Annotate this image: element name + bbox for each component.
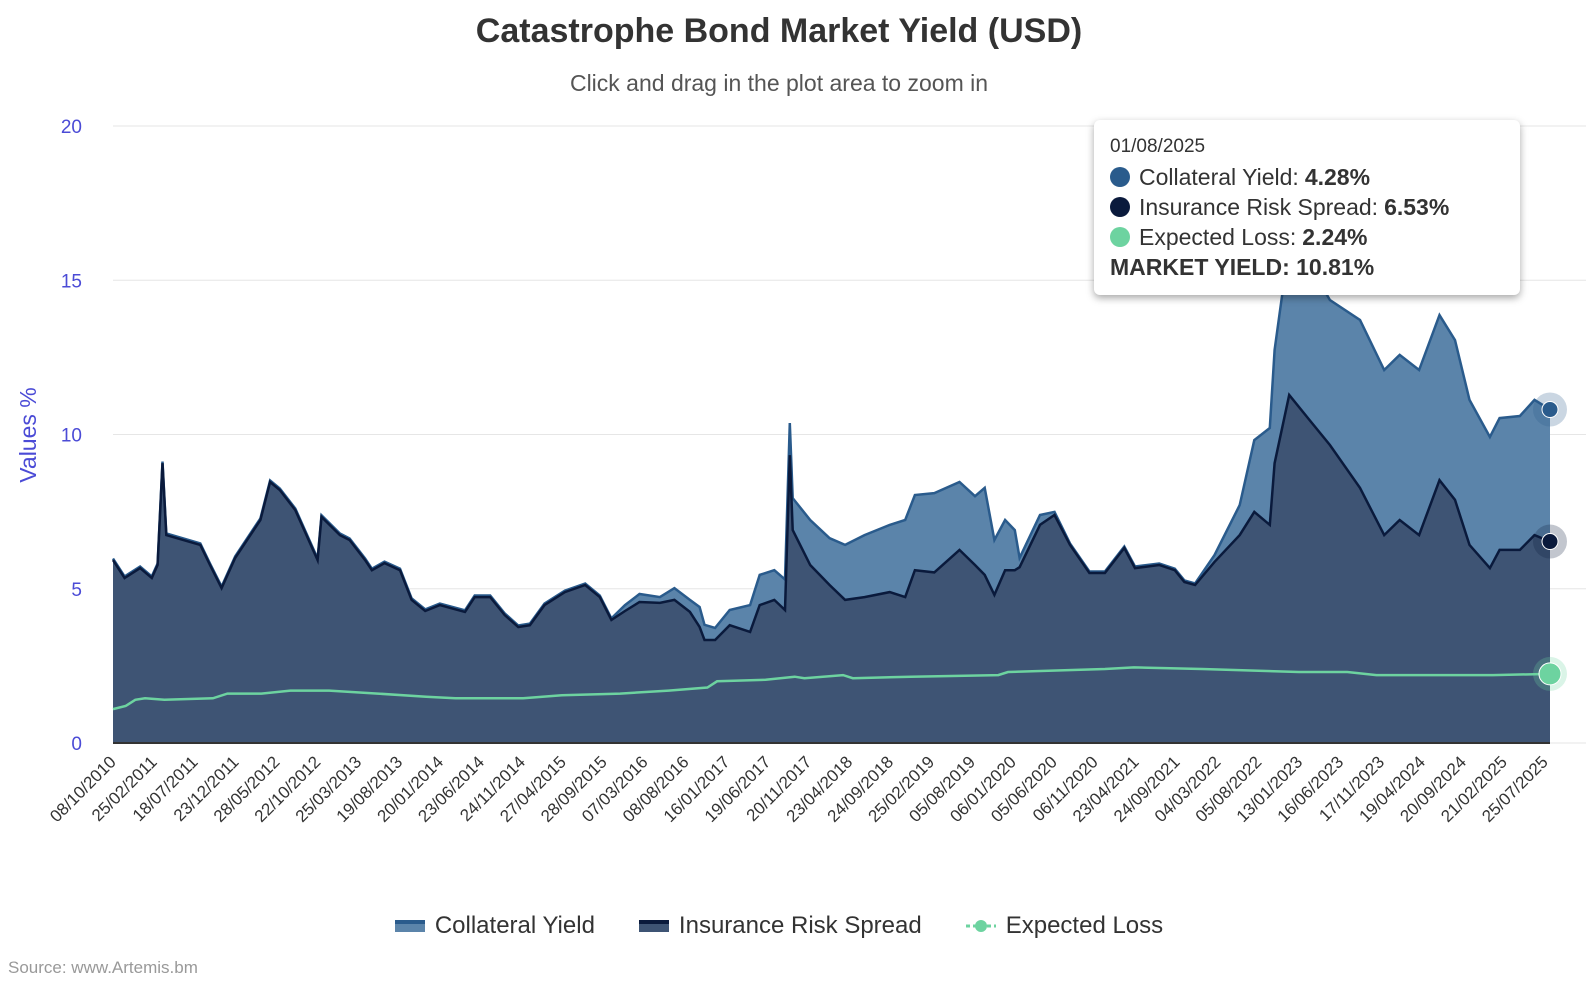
collateral-yield-area <box>113 243 1550 641</box>
tooltip-row-spread: Insurance Risk Spread: 6.53% <box>1110 192 1504 222</box>
y-tick-label: 0 <box>71 734 82 755</box>
legend-item-collateral-yield[interactable]: Collateral Yield <box>394 912 595 940</box>
expected-loss-line-icon <box>965 920 996 932</box>
y-tick-label: 5 <box>71 580 82 601</box>
collateral-swatch-icon <box>394 920 425 932</box>
tooltip-label: Insurance Risk Spread: <box>1139 194 1379 220</box>
tooltip-label: Expected Loss: <box>1139 224 1297 250</box>
tooltip: 01/08/2025 Collateral Yield: 4.28% Insura… <box>1094 120 1520 295</box>
legend-label: Expected Loss <box>1005 912 1164 939</box>
spread-swatch-icon <box>638 920 669 932</box>
y-tick-label: 15 <box>61 271 82 292</box>
y-tick-label: 20 <box>61 117 82 138</box>
tooltip-row-collateral: Collateral Yield: 4.28% <box>1110 162 1504 192</box>
expected-loss-line <box>112 666 1551 711</box>
expected-loss-marker <box>1538 662 1562 686</box>
collateral-yield-marker <box>1541 401 1559 419</box>
legend: Collateral Yield Insurance Risk Spread E… <box>0 912 1558 940</box>
tooltip-date: 01/08/2025 <box>1110 136 1206 157</box>
insurance-risk-spread-marker <box>1541 533 1559 551</box>
chart-subtitle: Click and drag in the plot area to zoom … <box>569 70 989 96</box>
legend-item-expected-loss[interactable]: Expected Loss <box>965 912 1164 940</box>
source-credit: Source: www.Artemis.bm <box>8 958 198 977</box>
tooltip-value: 4.28% <box>1304 164 1371 190</box>
spread-dot-icon <box>1110 197 1130 217</box>
collateral-dot-icon <box>1110 167 1130 187</box>
legend-label: Collateral Yield <box>434 912 595 939</box>
tooltip-total: MARKET YIELD: 10.81% <box>1110 254 1375 280</box>
tooltip-label: Collateral Yield: <box>1139 164 1299 190</box>
y-tick-label: 10 <box>61 426 82 447</box>
y-axis-title: Values % <box>15 387 41 482</box>
tooltip-row-expected-loss: Expected Loss: 2.24% <box>1110 222 1504 252</box>
legend-item-insurance-risk-spread[interactable]: Insurance Risk Spread <box>638 912 922 940</box>
legend-label: Insurance Risk Spread <box>678 912 922 939</box>
insurance-risk-spread-line <box>111 392 1551 642</box>
tooltip-value: 2.24% <box>1302 224 1368 250</box>
expected-loss-dot-icon <box>1110 227 1130 247</box>
insurance-risk-spread-area <box>113 395 1550 743</box>
chart-title: Catastrophe Bond Market Yield (USD) <box>475 12 1083 50</box>
tooltip-value: 6.53% <box>1384 194 1450 220</box>
